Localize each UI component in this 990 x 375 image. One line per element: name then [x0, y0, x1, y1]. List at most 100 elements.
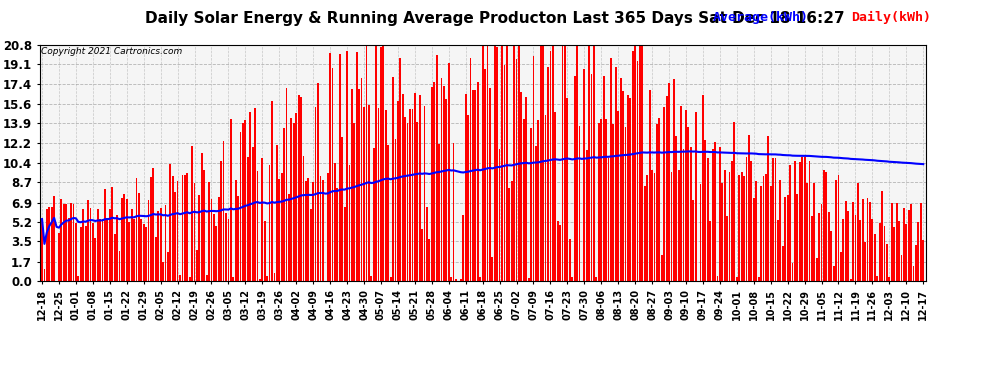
Bar — [266, 276, 268, 281]
Bar — [460, 279, 461, 281]
Bar — [908, 210, 910, 281]
Bar — [322, 180, 324, 281]
Bar — [150, 177, 151, 281]
Bar — [315, 108, 317, 281]
Bar — [157, 211, 159, 281]
Bar — [409, 109, 411, 281]
Bar — [891, 203, 893, 281]
Bar — [174, 192, 176, 281]
Bar — [543, 45, 545, 281]
Bar — [256, 171, 258, 281]
Bar — [731, 161, 733, 281]
Bar — [670, 172, 672, 281]
Bar — [111, 187, 113, 281]
Bar — [836, 180, 837, 281]
Bar — [317, 83, 319, 281]
Bar — [518, 45, 520, 281]
Bar — [72, 204, 74, 281]
Bar — [293, 123, 295, 281]
Bar — [402, 94, 404, 281]
Bar — [665, 96, 667, 281]
Bar — [42, 219, 43, 281]
Bar — [673, 80, 675, 281]
Bar — [646, 174, 648, 281]
Bar — [203, 170, 205, 281]
Bar — [770, 186, 771, 281]
Bar — [92, 223, 94, 281]
Bar — [228, 219, 230, 281]
Bar — [760, 186, 762, 281]
Bar — [615, 66, 617, 281]
Bar — [784, 197, 786, 281]
Bar — [772, 158, 774, 281]
Bar — [547, 68, 548, 281]
Bar — [434, 82, 436, 281]
Bar — [881, 191, 883, 281]
Bar — [467, 115, 469, 281]
Bar — [397, 101, 399, 281]
Bar — [290, 118, 292, 281]
Bar — [719, 147, 721, 281]
Bar — [46, 209, 48, 281]
Bar — [220, 161, 222, 281]
Bar — [484, 69, 486, 281]
Bar — [99, 219, 101, 281]
Bar — [901, 255, 902, 281]
Bar — [332, 68, 334, 281]
Bar — [556, 222, 558, 281]
Bar — [804, 158, 806, 281]
Bar — [651, 170, 653, 281]
Bar — [225, 213, 227, 281]
Bar — [268, 165, 270, 281]
Bar — [412, 110, 414, 281]
Bar — [661, 255, 662, 281]
Bar — [801, 157, 803, 281]
Bar — [918, 222, 920, 281]
Bar — [862, 199, 863, 281]
Bar — [479, 277, 481, 281]
Bar — [114, 234, 116, 281]
Bar — [777, 220, 779, 281]
Bar — [271, 102, 273, 281]
Bar — [223, 141, 225, 281]
Bar — [424, 106, 426, 281]
Bar — [181, 175, 183, 281]
Bar — [794, 160, 796, 281]
Bar — [351, 89, 352, 281]
Bar — [750, 161, 752, 281]
Bar — [65, 204, 67, 281]
Bar — [138, 194, 140, 281]
Bar — [818, 213, 820, 281]
Bar — [429, 239, 431, 281]
Bar — [337, 188, 339, 281]
Bar — [714, 142, 716, 281]
Bar — [554, 112, 556, 281]
Bar — [143, 224, 145, 281]
Bar — [743, 176, 745, 281]
Text: Copyright 2021 Cartronics.com: Copyright 2021 Cartronics.com — [42, 47, 182, 56]
Bar — [365, 45, 367, 281]
Bar — [637, 61, 639, 281]
Bar — [576, 45, 578, 281]
Bar — [191, 146, 193, 281]
Bar — [852, 202, 854, 281]
Bar — [370, 276, 372, 281]
Bar — [404, 117, 406, 281]
Bar — [75, 223, 77, 281]
Bar — [49, 207, 50, 281]
Bar — [385, 110, 387, 281]
Bar — [245, 120, 247, 281]
Bar — [303, 156, 304, 281]
Bar — [752, 198, 754, 281]
Bar — [308, 178, 309, 281]
Bar — [242, 123, 244, 281]
Bar — [528, 279, 530, 281]
Bar — [840, 252, 842, 281]
Bar — [574, 76, 575, 281]
Bar — [164, 204, 166, 281]
Bar — [583, 69, 585, 281]
Bar — [779, 180, 781, 281]
Bar — [596, 277, 597, 281]
Bar — [680, 106, 682, 281]
Bar — [201, 153, 203, 281]
